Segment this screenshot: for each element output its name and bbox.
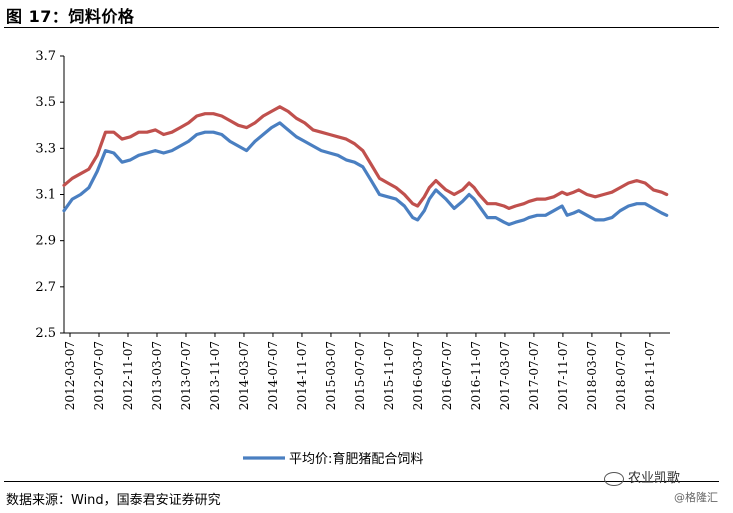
watermark-handle: @格隆汇: [674, 491, 718, 504]
figure-title: 图 17：饲料价格: [6, 7, 135, 26]
x-tick-label: 2013-11-07: [208, 341, 222, 410]
x-tick-label: 2012-11-07: [121, 341, 135, 410]
x-tick-label: 2016-03-07: [411, 341, 425, 410]
x-tick-label: 2015-07-07: [353, 341, 367, 410]
x-tick-label: 2013-03-07: [150, 341, 164, 410]
x-tick-label: 2014-07-07: [266, 341, 280, 410]
legend-label: 平均价:育肥猪配合饲料: [289, 451, 423, 467]
x-tick-label: 2014-11-07: [295, 341, 309, 410]
x-tick-label: 2018-11-07: [643, 341, 657, 410]
y-tick-label: 3.1: [35, 188, 56, 203]
x-tick-label: 2012-03-07: [63, 341, 77, 410]
series-line-1: [62, 105, 669, 210]
y-tick-label: 2.7: [35, 280, 56, 295]
x-tick-label: 2015-11-07: [382, 341, 396, 410]
y-tick-label: 3.7: [35, 49, 56, 64]
watermark-text: 农业凯歌: [628, 471, 681, 486]
y-tick-label: 2.9: [35, 234, 56, 249]
x-tick-label: 2017-07-07: [527, 341, 541, 410]
wechat-icon: [604, 471, 624, 486]
y-tick-label: 2.5: [35, 326, 56, 341]
x-tick-label: 2013-07-07: [179, 341, 193, 410]
source-note: 数据来源：Wind，国泰君安证券研究: [6, 493, 221, 508]
y-tick-label: 3.5: [35, 95, 56, 110]
x-tick-label: 2015-03-07: [324, 341, 338, 410]
watermark: 农业凯歌: [604, 467, 680, 486]
x-tick-label: 2014-03-07: [237, 341, 251, 410]
x-tick-label: 2016-11-07: [469, 341, 483, 410]
title-rule: [4, 27, 719, 28]
x-tick-label: 2016-07-07: [440, 341, 454, 410]
series-line-0: [62, 121, 669, 227]
y-tick-label: 3.3: [35, 141, 56, 156]
x-tick-label: 2012-07-07: [92, 341, 106, 410]
x-tick-label: 2018-03-07: [585, 341, 599, 410]
x-tick-label: 2017-03-07: [498, 341, 512, 410]
x-tick-label: 2017-11-07: [556, 341, 570, 410]
source-rule: [4, 481, 719, 482]
x-tick-label: 2018-07-07: [614, 341, 628, 410]
